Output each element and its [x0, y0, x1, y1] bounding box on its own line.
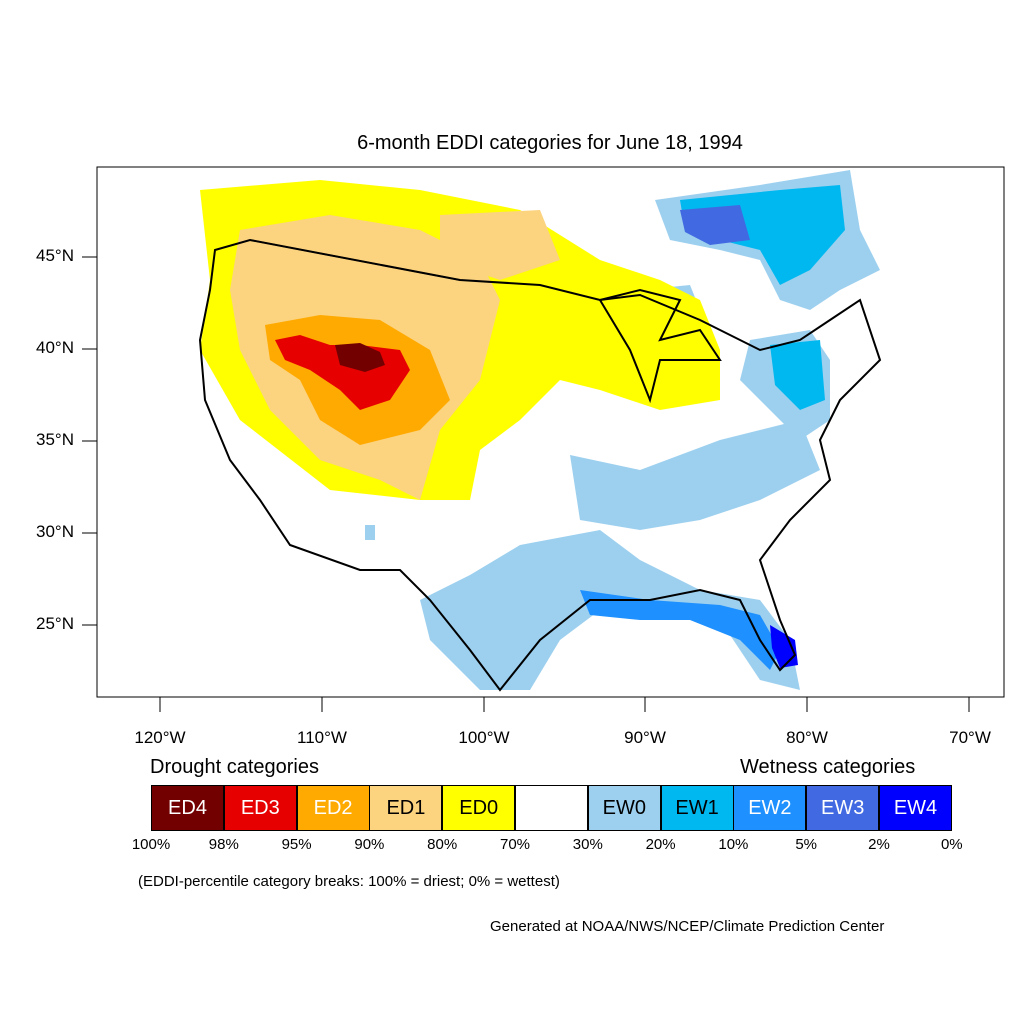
legend-note: (EDDI-percentile category breaks: 100% =… — [138, 873, 560, 890]
legend-break-label: 90% — [354, 836, 385, 853]
lat-label-40: 40°N — [36, 338, 74, 357]
map-frame — [96, 166, 1005, 698]
legend-break-label: 95% — [281, 836, 312, 853]
lon-label-90: 90°W — [624, 728, 666, 747]
legend-swatch-normal — [515, 785, 588, 831]
lat-label-30: 30°N — [36, 522, 74, 541]
legend-break-label: 0% — [940, 836, 963, 853]
legend-break-label: 80% — [427, 836, 458, 853]
legend-swatch-ed0: ED0 — [442, 785, 516, 831]
us-border-outline — [198, 238, 882, 692]
legend-break-label: 70% — [499, 836, 531, 853]
lon-label-120: 120°W — [134, 728, 186, 747]
lat-label-45: 45°N — [36, 246, 74, 265]
legend-swatch-ed4: ED4 — [151, 785, 224, 831]
map-panel — [82, 166, 1005, 712]
canada-border — [249, 239, 461, 281]
legend-swatch-ed3: ED3 — [223, 785, 297, 831]
drought-heading: Drought categories — [150, 756, 319, 778]
legend-swatch-ew1: EW1 — [660, 785, 734, 831]
wet-region-gulf — [580, 590, 780, 670]
wet-region-canada-east-deep — [680, 205, 750, 245]
lat-label-25: 25°N — [36, 614, 74, 633]
legend-break-label: 10% — [718, 836, 749, 853]
map-title: 6-month EDDI categories for June 18, 199… — [357, 132, 743, 154]
legend-break-label: 98% — [208, 836, 239, 853]
legend-break-label: 2% — [868, 836, 890, 853]
wet-region-midsouth — [570, 420, 820, 530]
legend-swatch-ew3: EW3 — [806, 785, 880, 831]
wet-region-florida-core — [770, 625, 798, 668]
great-lakes — [598, 288, 722, 404]
wet-region-northeast-core — [770, 340, 825, 410]
credit-line: Generated at NOAA/NWS/NCEP/Climate Predi… — [490, 918, 885, 935]
dry-region-dakota-tan — [440, 210, 560, 280]
legend-swatch-ed2: ED2 — [296, 785, 370, 831]
legend-break-label: 5% — [795, 836, 818, 853]
legend-swatch-ed1: ED1 — [369, 785, 443, 831]
legend-break-label: 20% — [645, 836, 676, 853]
lon-label-80: 80°W — [786, 728, 828, 747]
dry-region-rockies-darkred — [335, 343, 385, 372]
legend-swatch-ew2: EW2 — [733, 785, 807, 831]
lat-label-35: 35°N — [36, 430, 74, 449]
wetness-heading: Wetness categories — [740, 756, 916, 778]
legend-break-label: 100% — [131, 836, 171, 853]
lon-label-110: 110°W — [297, 728, 347, 747]
lon-label-70: 70°W — [949, 728, 991, 747]
legend-swatch-ew4: EW4 — [879, 785, 952, 831]
wet-region-southwest-speck — [365, 525, 375, 540]
legend-swatch-ew0: EW0 — [587, 785, 661, 831]
legend-break-label: 30% — [572, 836, 603, 853]
lon-label-100: 100°W — [458, 728, 510, 747]
